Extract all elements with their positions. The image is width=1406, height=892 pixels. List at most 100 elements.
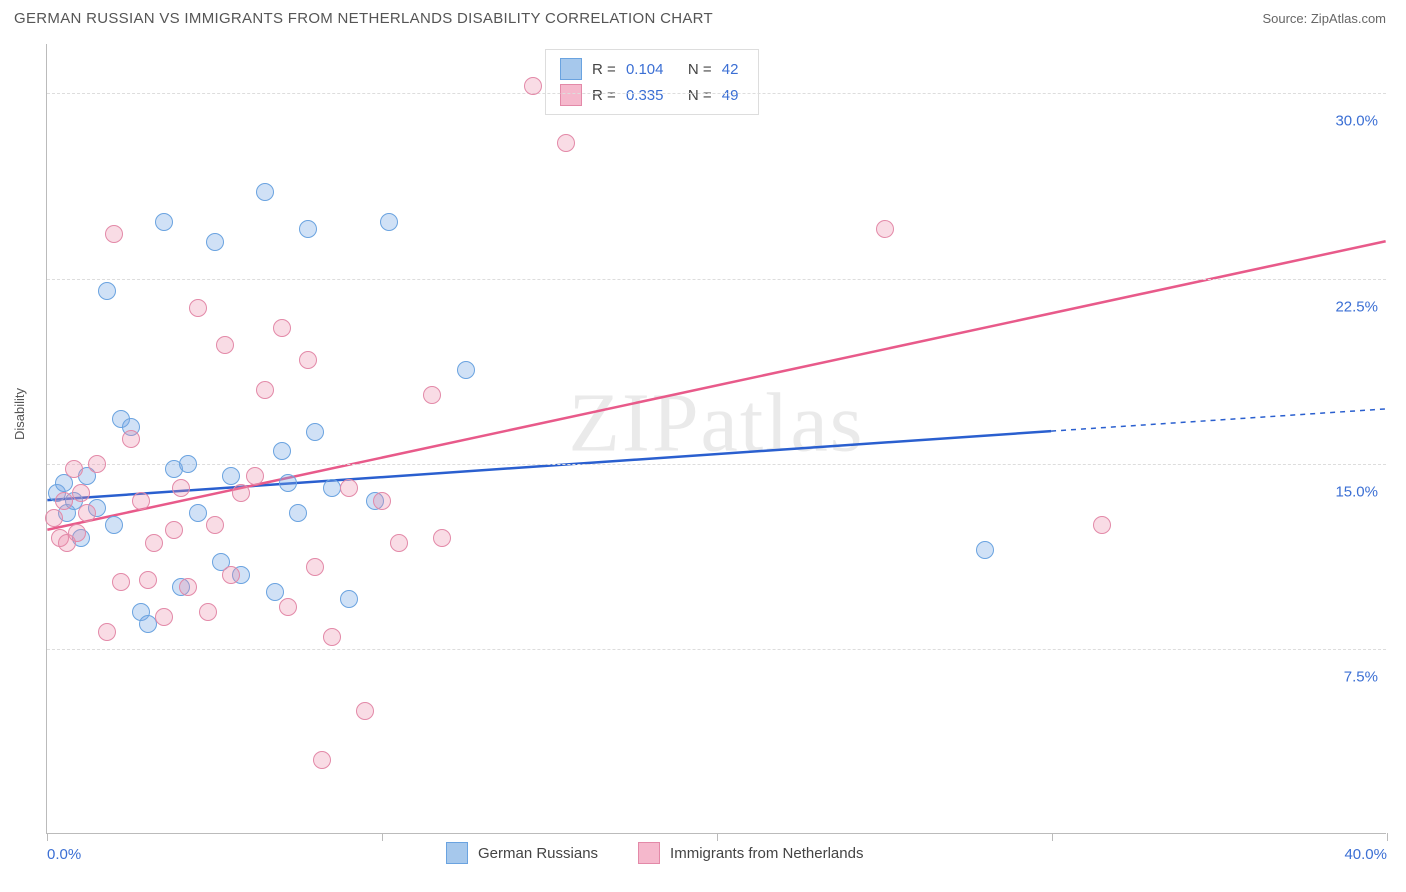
data-point: [105, 516, 123, 534]
data-point: [206, 233, 224, 251]
xtick: [382, 833, 383, 841]
watermark: ZIPatlas: [569, 374, 865, 471]
data-point: [172, 479, 190, 497]
data-point: [876, 220, 894, 238]
data-point: [1093, 516, 1111, 534]
source-label: Source: ZipAtlas.com: [1262, 11, 1386, 26]
data-point: [433, 529, 451, 547]
data-point: [105, 225, 123, 243]
data-point: [356, 702, 374, 720]
legend-n-label: N = 42: [679, 61, 744, 78]
data-point: [98, 623, 116, 641]
legend-label: Immigrants from Netherlands: [670, 845, 863, 862]
data-point: [112, 573, 130, 591]
data-point: [323, 479, 341, 497]
data-point: [199, 603, 217, 621]
data-point: [232, 484, 250, 502]
data-point: [524, 77, 542, 95]
data-point: [189, 504, 207, 522]
legend-stat-row: R = 0.104 N = 42: [560, 56, 744, 82]
data-point: [976, 541, 994, 559]
data-point: [179, 455, 197, 473]
data-point: [179, 578, 197, 596]
plot-area: ZIPatlas R = 0.104 N = 42R = 0.335 N = 4…: [46, 44, 1386, 834]
data-point: [256, 381, 274, 399]
legend-swatch: [560, 84, 582, 106]
data-point: [155, 213, 173, 231]
data-point: [65, 460, 83, 478]
data-point: [299, 351, 317, 369]
legend-n-label: N = 49: [679, 87, 744, 104]
data-point: [155, 608, 173, 626]
ytick-label: 15.0%: [1335, 483, 1378, 500]
data-point: [340, 590, 358, 608]
xtick-label: 0.0%: [47, 846, 81, 863]
data-point: [68, 524, 86, 542]
data-point: [266, 583, 284, 601]
xtick-label: 40.0%: [1344, 846, 1387, 863]
data-point: [132, 492, 150, 510]
data-point: [189, 299, 207, 317]
chart-container: ZIPatlas R = 0.104 N = 42R = 0.335 N = 4…: [46, 44, 1386, 834]
data-point: [373, 492, 391, 510]
gridline: [47, 93, 1386, 94]
data-point: [145, 534, 163, 552]
legend-swatch: [638, 842, 660, 864]
data-point: [273, 442, 291, 460]
ytick-label: 22.5%: [1335, 298, 1378, 315]
data-point: [222, 467, 240, 485]
xtick: [717, 833, 718, 841]
data-point: [306, 558, 324, 576]
gridline: [47, 464, 1386, 465]
legend-r-label: R = 0.104: [592, 61, 669, 78]
ytick-label: 30.0%: [1335, 113, 1378, 130]
data-point: [246, 467, 264, 485]
data-point: [557, 134, 575, 152]
data-point: [88, 455, 106, 473]
trend-lines: [47, 44, 1386, 833]
data-point: [273, 319, 291, 337]
data-point: [78, 504, 96, 522]
legend-series: German Russians Immigrants from Netherlan…: [446, 842, 863, 864]
xtick: [1387, 833, 1388, 841]
chart-title: GERMAN RUSSIAN VS IMMIGRANTS FROM NETHER…: [14, 10, 713, 27]
legend-swatch: [446, 842, 468, 864]
data-point: [390, 534, 408, 552]
xtick: [47, 833, 48, 841]
legend-stat-row: R = 0.335 N = 49: [560, 82, 744, 108]
gridline: [47, 279, 1386, 280]
data-point: [139, 615, 157, 633]
legend-item: Immigrants from Netherlands: [638, 842, 863, 864]
data-point: [256, 183, 274, 201]
data-point: [72, 484, 90, 502]
data-point: [216, 336, 234, 354]
ytick-label: 7.5%: [1344, 668, 1378, 685]
legend-label: German Russians: [478, 845, 598, 862]
y-axis-label: Disability: [12, 388, 27, 440]
legend-swatch: [560, 58, 582, 80]
data-point: [340, 479, 358, 497]
data-point: [222, 566, 240, 584]
data-point: [98, 282, 116, 300]
data-point: [299, 220, 317, 238]
data-point: [206, 516, 224, 534]
data-point: [122, 430, 140, 448]
data-point: [279, 474, 297, 492]
data-point: [380, 213, 398, 231]
legend-item: German Russians: [446, 842, 598, 864]
xtick: [1052, 833, 1053, 841]
data-point: [165, 521, 183, 539]
data-point: [457, 361, 475, 379]
data-point: [279, 598, 297, 616]
data-point: [55, 492, 73, 510]
data-point: [313, 751, 331, 769]
data-point: [306, 423, 324, 441]
data-point: [323, 628, 341, 646]
legend-stats: R = 0.104 N = 42R = 0.335 N = 49: [545, 49, 759, 115]
data-point: [423, 386, 441, 404]
gridline: [47, 649, 1386, 650]
data-point: [45, 509, 63, 527]
legend-r-label: R = 0.335: [592, 87, 669, 104]
data-point: [139, 571, 157, 589]
data-point: [289, 504, 307, 522]
